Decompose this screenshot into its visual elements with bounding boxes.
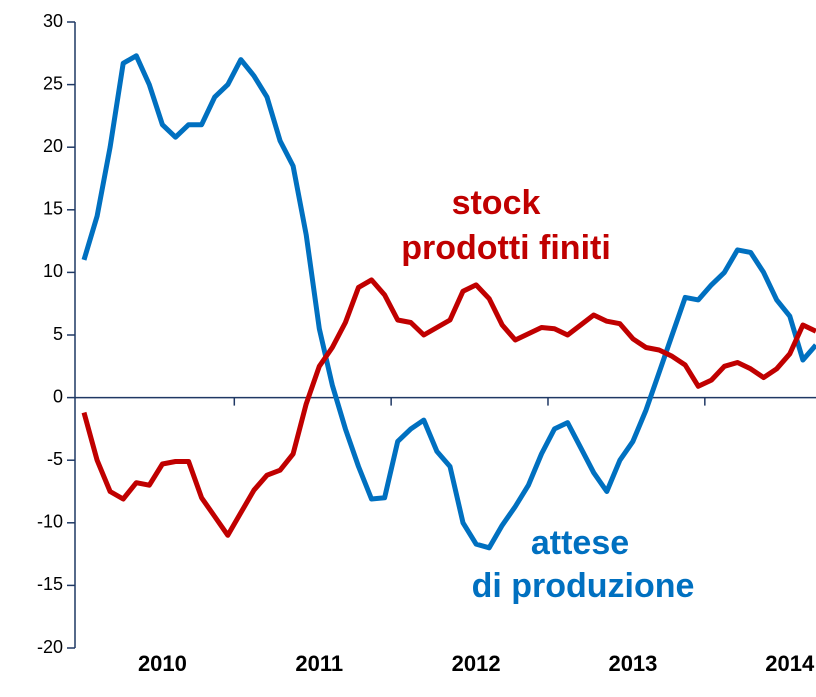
x-tick-label: 2010 xyxy=(138,651,187,676)
line-series xyxy=(81,277,816,538)
annotation: attese xyxy=(531,524,629,562)
annotation: di produzione xyxy=(472,567,695,605)
annotations: stock prodotti finiti attese di produzio… xyxy=(401,184,694,605)
annotation: prodotti finiti xyxy=(401,229,611,267)
y-tick-label: -15 xyxy=(37,574,63,594)
y-tick-label: 10 xyxy=(43,261,63,281)
x-tick-label: 2013 xyxy=(608,651,657,676)
y-tick-label: 15 xyxy=(43,199,63,219)
line-series xyxy=(81,53,816,551)
y-tick-label: -20 xyxy=(37,637,63,657)
annotation: stock xyxy=(452,184,541,222)
y-tick-label: -5 xyxy=(47,449,63,469)
y-tick-label: 0 xyxy=(53,386,63,406)
y-tick-label: 5 xyxy=(53,324,63,344)
y-tick-label: 25 xyxy=(43,73,63,93)
x-tick-label: 2012 xyxy=(452,651,501,676)
y-tick-label: 30 xyxy=(43,11,63,31)
y-tick-label: -10 xyxy=(37,512,63,532)
y-tick-label: 20 xyxy=(43,136,63,156)
x-tick-label: 2014 xyxy=(765,651,815,676)
x-tick-label: 2011 xyxy=(295,651,343,676)
